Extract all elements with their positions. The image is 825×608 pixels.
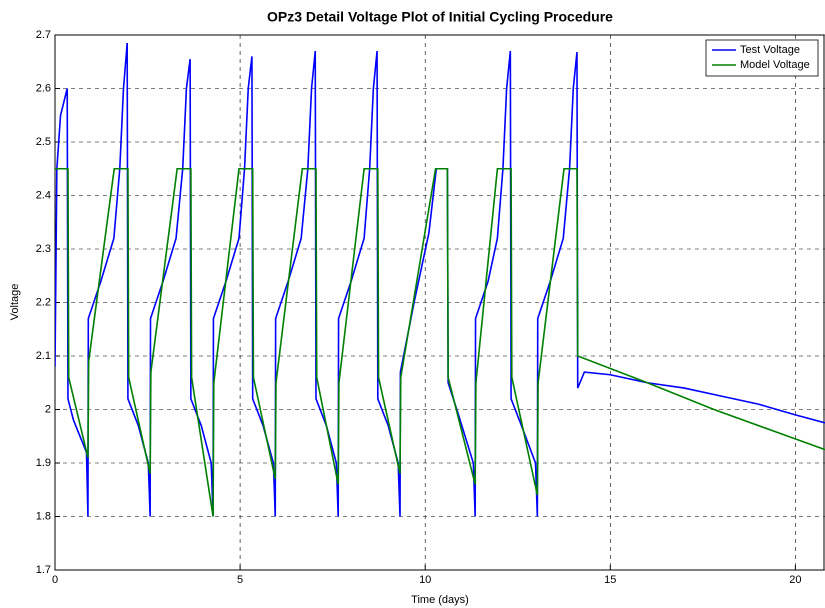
y-tick-label: 1.9 [36, 457, 51, 469]
x-axis-label: Time (days) [411, 594, 469, 606]
y-tick-label: 2.4 [36, 189, 51, 201]
x-tick-label: 20 [789, 574, 801, 586]
data-line [55, 42, 825, 517]
x-tick-label: 0 [52, 574, 58, 586]
data-line [55, 167, 825, 517]
y-tick-label: 2.3 [36, 243, 51, 255]
y-tick-label: 1.8 [36, 510, 51, 522]
y-tick-label: 2.2 [36, 296, 51, 308]
y-axis-label: Voltage [9, 284, 21, 321]
legend: Test Voltage Model Voltage [705, 39, 819, 77]
x-tick-label: 15 [604, 574, 616, 586]
chart-title: OPz3 Detail Voltage Plot of Initial Cycl… [267, 9, 613, 25]
y-tick-label: 2.1 [36, 350, 51, 362]
plot-area [55, 42, 825, 517]
y-tick-label: 2.6 [36, 82, 51, 94]
legend-box [705, 39, 819, 77]
y-tick-label: 2.5 [36, 136, 51, 148]
x-tick-label: 10 [419, 574, 431, 586]
x-tick-label: 5 [237, 574, 243, 586]
legend-label: Test Voltage [740, 44, 800, 56]
y-tick-label: 2 [45, 403, 51, 415]
y-tick-label: 2.7 [36, 29, 51, 41]
y-tick-label: 1.7 [36, 564, 51, 576]
legend-label: Model Voltage [740, 59, 810, 71]
